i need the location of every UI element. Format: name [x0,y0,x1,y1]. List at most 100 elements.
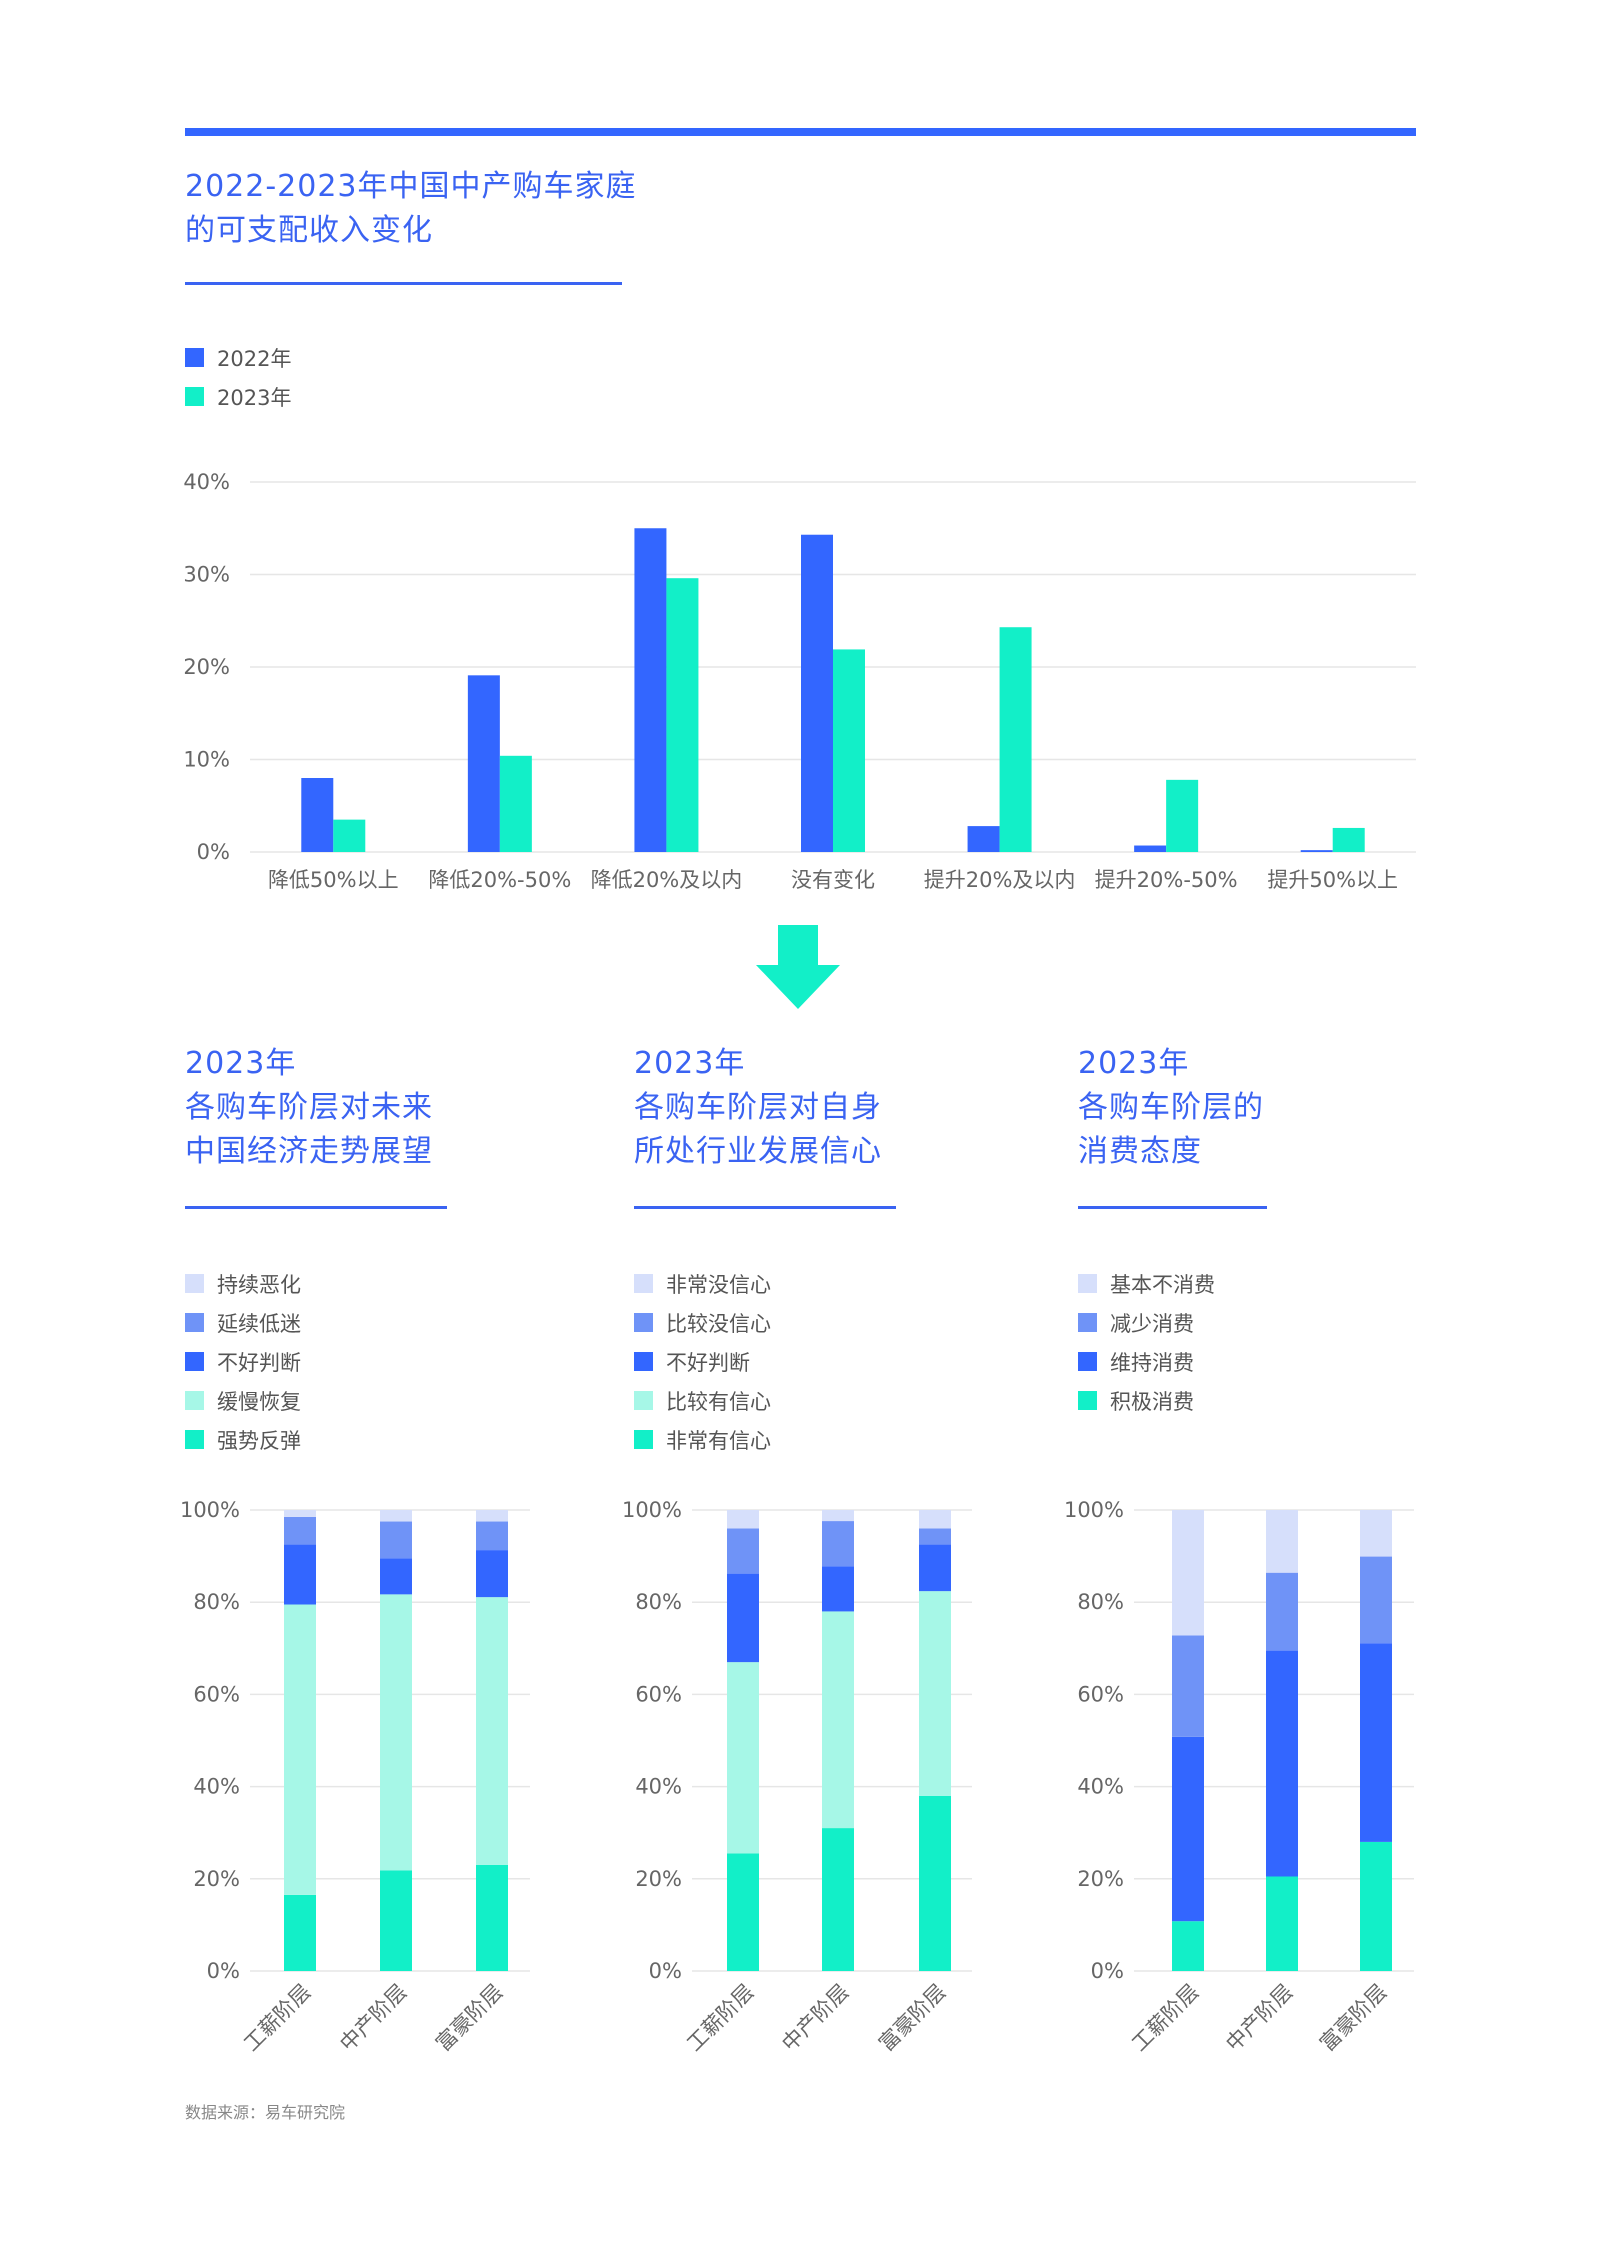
legend-item: 比较没信心 [634,1303,771,1342]
y-tick-label: 30% [183,563,230,587]
y-tick-label: 100% [622,1498,682,1522]
legend-swatch [185,387,204,406]
legend-swatch [185,1274,204,1293]
stack-segment-延续低迷 [284,1516,316,1545]
legend-item: 不好判断 [634,1342,771,1381]
stack-segment-不好判断 [284,1544,316,1605]
top-accent-bar [185,128,1416,136]
x-category-label: 降低20%及以内 [591,868,743,892]
legend-swatch [1078,1391,1097,1410]
stack-segment-延续低迷 [476,1521,508,1551]
y-tick-label: 20% [193,1867,240,1891]
title-line: 2022-2023年中国中产购车家庭 [185,169,637,204]
y-tick-label: 40% [635,1775,682,1799]
y-tick-label: 40% [1077,1775,1124,1799]
legend-label: 比较有信心 [666,1389,771,1414]
stack-segment-非常没信心 [919,1510,951,1529]
legend-item: 2022年 [185,338,291,377]
legend-item: 不好判断 [185,1342,301,1381]
panel-legend-economy: 持续恶化 延续低迷 不好判断 缓慢恢复 强势反弹 [185,1264,301,1459]
stack-segment-持续恶化 [284,1510,316,1517]
title-underline [185,282,622,285]
stack-segment-强势反弹 [284,1894,316,1971]
stack-segment-比较没信心 [822,1521,854,1567]
legend-label: 2022年 [217,346,292,371]
y-tick-label: 20% [183,655,230,679]
title-line: 各购车阶层的 [1078,1090,1264,1125]
title-line: 中国经济走势展望 [185,1134,433,1169]
stack-segment-非常有信心 [822,1828,854,1971]
x-category-label: 中产阶层 [777,1980,853,2056]
legend-item: 强势反弹 [185,1420,301,1459]
legend-swatch [185,348,204,367]
stack-segment-强势反弹 [476,1864,508,1971]
y-tick-label: 80% [193,1590,240,1614]
stack-segment-基本不消费 [1266,1510,1298,1573]
bar-2022年 [634,528,667,852]
legend-item: 2023年 [185,377,291,416]
y-tick-label: 20% [635,1867,682,1891]
stack-segment-非常有信心 [727,1853,759,1971]
bar-2023年 [499,755,532,852]
panel-title-underline [185,1206,447,1209]
y-tick-label: 0% [197,840,230,864]
stack-segment-基本不消费 [1360,1510,1392,1557]
y-tick-label: 60% [635,1682,682,1706]
bar-2022年 [1134,845,1167,852]
title-line: 各购车阶层对未来 [185,1090,433,1125]
stack-segment-缓慢恢复 [476,1597,508,1865]
stack-segment-持续恶化 [380,1510,412,1522]
bar-2023年 [1166,779,1199,852]
bar-2023年 [333,819,366,852]
legend-item: 比较有信心 [634,1381,771,1420]
y-tick-label: 0% [649,1959,682,1983]
legend-label: 减少消费 [1110,1311,1194,1336]
x-category-label: 富豪阶层 [431,1980,507,2056]
y-tick-label: 60% [193,1682,240,1706]
stacked-bar-charts: 0%20%40%60%80%100%工薪阶层 中产阶层 富豪阶层0%20%40%60… [180,1498,1414,2056]
y-tick-label: 100% [180,1498,240,1522]
stack-segment-持续恶化 [476,1510,508,1522]
legend-label: 强势反弹 [217,1428,301,1453]
legend-label: 2023年 [217,385,292,410]
stack-segment-维持消费 [1266,1650,1298,1877]
panel-legend-industry: 非常没信心 比较没信心 不好判断 比较有信心 非常有信心 [634,1264,771,1459]
x-category-label: 工薪阶层 [239,1980,315,2056]
legend-label: 基本不消费 [1110,1272,1215,1297]
legend-label: 积极消费 [1110,1389,1194,1414]
legend-label: 持续恶化 [217,1272,301,1297]
legend-swatch [634,1313,653,1332]
stack-segment-缓慢恢复 [284,1604,316,1895]
bar-2023年 [999,627,1032,852]
stack-segment-积极消费 [1172,1921,1204,1971]
x-category-label: 提升20%及以内 [924,868,1076,892]
y-tick-label: 40% [183,470,230,494]
panel-legend-consumption: 基本不消费 减少消费 维持消费 积极消费 [1078,1264,1215,1420]
legend-swatch [185,1391,204,1410]
stack-segment-不好判断 [380,1558,412,1595]
stack-segment-比较有信心 [727,1662,759,1854]
legend-swatch [634,1274,653,1293]
stack-segment-强势反弹 [380,1870,412,1971]
stack-segment-积极消费 [1360,1841,1392,1971]
stack-segment-不好判断 [919,1544,951,1592]
x-category-label: 中产阶层 [335,1980,411,2056]
stack-segment-减少消费 [1360,1556,1392,1644]
title-line: 2023年 [634,1046,746,1081]
stack-segment-维持消费 [1172,1736,1204,1922]
y-tick-label: 10% [183,748,230,772]
title-line: 的可支配收入变化 [185,213,433,248]
stack-segment-延续低迷 [380,1521,412,1559]
legend-item: 减少消费 [1078,1303,1215,1342]
y-tick-label: 80% [1077,1590,1124,1614]
stack-segment-缓慢恢复 [380,1594,412,1871]
x-category-label: 没有变化 [791,868,875,892]
stack-segment-维持消费 [1360,1643,1392,1842]
legend-item: 积极消费 [1078,1381,1215,1420]
stack-segment-比较没信心 [919,1528,951,1545]
legend-swatch [634,1352,653,1371]
stack-segment-非常没信心 [822,1510,854,1522]
stack-segment-非常有信心 [919,1795,951,1971]
legend-label: 不好判断 [217,1350,301,1375]
y-tick-label: 60% [1077,1682,1124,1706]
